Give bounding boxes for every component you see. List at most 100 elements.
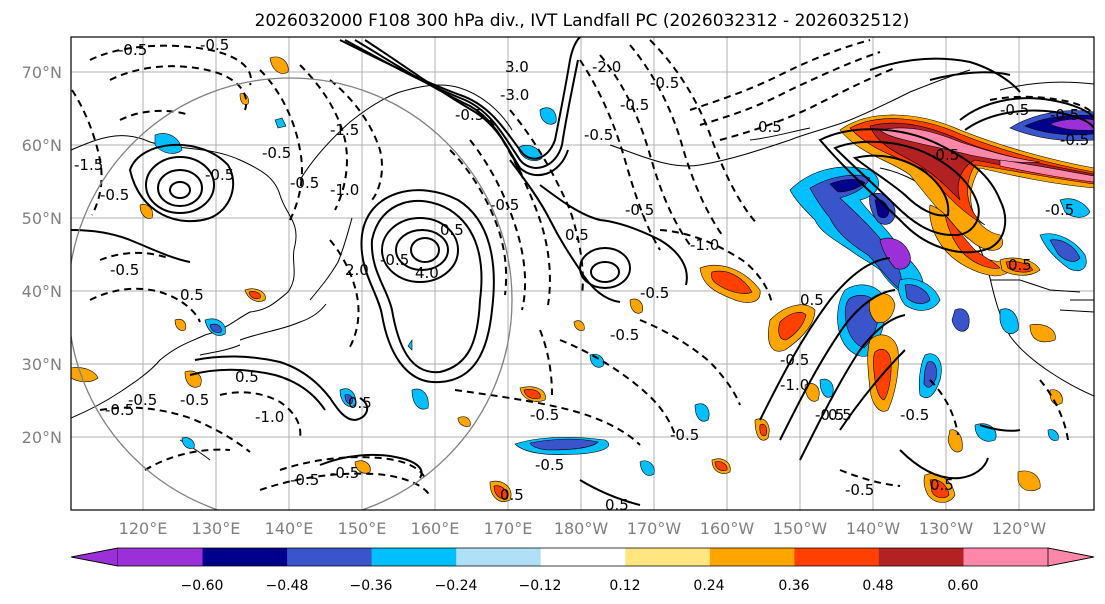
contour-label: 3.0 — [505, 58, 529, 76]
colorbar-segment — [709, 548, 795, 566]
contour-label: -0.5 — [670, 426, 699, 444]
contour-label: -0.5 — [290, 174, 319, 192]
colorbar-tick-label: 0.60 — [947, 578, 978, 594]
contour-label: -0.5 — [128, 391, 157, 409]
contour-label: -0.5 — [262, 144, 291, 162]
map-content: -0.5 -0.5 -1.5 -0.5 -3.0 3.0 -2.0 -0.5 0… — [71, 36, 1094, 514]
contour-label: -3.0 — [500, 86, 529, 104]
lon-label: 170°E — [484, 519, 533, 538]
contour-label: -0.5 — [650, 74, 679, 92]
contour-label: -0.5 — [815, 406, 844, 424]
contour-label: -1.0 — [255, 408, 284, 426]
lat-label: 60°N — [22, 136, 62, 155]
colorbar-segment — [202, 548, 288, 566]
colorbar-tick-label: 0.36 — [778, 578, 809, 594]
contour-label: -0.5 — [105, 401, 134, 419]
contour-label: -2.0 — [592, 58, 621, 76]
colorbar-segment — [540, 548, 626, 566]
contour-label: 0.5 — [1008, 256, 1032, 274]
lon-label: 170°W — [627, 519, 682, 538]
contour-label: -0.5 — [625, 201, 654, 219]
colorbar-segment — [963, 548, 1049, 566]
contour-label: -0.5 — [200, 36, 229, 54]
colorbar-tick-label: −0.48 — [266, 578, 309, 594]
colorbar-tick-labels: −0.60 −0.48 −0.36 −0.24 −0.12 0.12 0.24 … — [181, 578, 979, 594]
contour-label: 0.5 — [348, 394, 372, 412]
contour-label: 0.5 — [828, 406, 852, 424]
contour-label: 0.5 — [235, 368, 259, 386]
colorbar-segment — [118, 548, 203, 566]
colorbar-extend-low — [70, 547, 119, 567]
contour-label: 0.5 — [930, 476, 954, 494]
lon-label: 180°W — [554, 519, 609, 538]
contour-label: -1.5 — [330, 121, 359, 139]
lat-label: 30°N — [22, 355, 62, 374]
contour-label: -0.5 — [180, 391, 209, 409]
contour-label: -0.5 — [1000, 101, 1029, 119]
colorbar-extend-high — [1047, 547, 1095, 567]
coastlines — [71, 69, 1094, 461]
latitude-labels: 70°N 60°N 50°N 40°N 30°N 20°N — [22, 63, 62, 447]
contour-label: -0.5 — [930, 146, 959, 164]
contour-label: -0.5 — [900, 406, 929, 424]
contour-label: 0.5 — [440, 221, 464, 239]
contour-label: 0.5 — [800, 291, 824, 309]
colorbar-tick-label: −0.36 — [350, 578, 393, 594]
contour-label: 4.0 — [415, 264, 439, 282]
lon-label: 140°W — [846, 519, 901, 538]
contour-label: 0.5 — [758, 118, 782, 136]
contour-label: -0.5 — [455, 106, 484, 124]
contour-label: -0.5 — [1045, 201, 1074, 219]
contour-label: 0.5 — [565, 226, 589, 244]
lon-label: 140°E — [265, 519, 314, 538]
contour-label: -0.5 — [620, 96, 649, 114]
map-border — [70, 36, 1095, 511]
colorbar-segment — [794, 548, 880, 566]
lon-label: 120°W — [992, 519, 1047, 538]
contour-label: -0.5 — [530, 406, 559, 424]
contour-label: -0.5 — [290, 471, 319, 489]
colorbar-outline — [70, 547, 1095, 567]
colorbar-tick-label: 0.24 — [693, 578, 724, 594]
contour-label: -0.5 — [845, 481, 874, 499]
colorbar-tick-label: 0.48 — [862, 578, 893, 594]
contour-label: -0.5 — [380, 251, 409, 269]
longitude-labels: 120°E 130°E 140°E 150°E 160°E 170°E 180°… — [119, 519, 1047, 538]
lat-label: 40°N — [22, 282, 62, 301]
colorbar-segment — [625, 548, 711, 566]
contour-label: -0.5 — [330, 464, 359, 482]
lon-label: 120°E — [119, 519, 168, 538]
contour-label: -0.5 — [490, 196, 519, 214]
contour-label: -0.5 — [610, 326, 639, 344]
dashed-contours — [71, 39, 1094, 497]
contour-label: 0.5 — [605, 496, 629, 514]
contour-label: 2.0 — [345, 261, 369, 279]
shading-layer — [71, 56, 1094, 503]
lon-label: 160°W — [700, 519, 755, 538]
colorbar-segments — [70, 547, 1095, 567]
distance-ring — [71, 77, 513, 510]
contour-label: -1.0 — [690, 236, 719, 254]
lon-label: 150°W — [773, 519, 828, 538]
contour-label: -1.0 — [330, 181, 359, 199]
contour-label: -0.5 — [584, 126, 613, 144]
contour-label: -1.0 — [780, 376, 809, 394]
contour-label: -0.5 — [640, 284, 669, 302]
lat-label: 70°N — [22, 63, 62, 82]
colorbar-tick-label: −0.60 — [181, 578, 224, 594]
contour-label: -0.5 — [100, 186, 129, 204]
contour-label: -0.5 — [1060, 131, 1089, 149]
contour-label: -0.5 — [1050, 106, 1079, 124]
lon-label: 150°E — [338, 519, 387, 538]
colorbar-segment — [371, 548, 457, 566]
colorbar: −0.60 −0.48 −0.36 −0.24 −0.12 0.12 0.24 … — [70, 547, 1095, 594]
contour-label: -0.5 — [535, 456, 564, 474]
contour-label: -0.5 — [780, 351, 809, 369]
contour-labels: -0.5 -0.5 -1.5 -0.5 -3.0 3.0 -2.0 -0.5 0… — [74, 36, 1089, 514]
colorbar-tick-label: −0.24 — [435, 578, 478, 594]
lon-label: 130°E — [192, 519, 241, 538]
contour-label: 0.5 — [500, 486, 524, 504]
contour-label: -0.5 — [110, 261, 139, 279]
contour-label: 0.5 — [180, 286, 204, 304]
